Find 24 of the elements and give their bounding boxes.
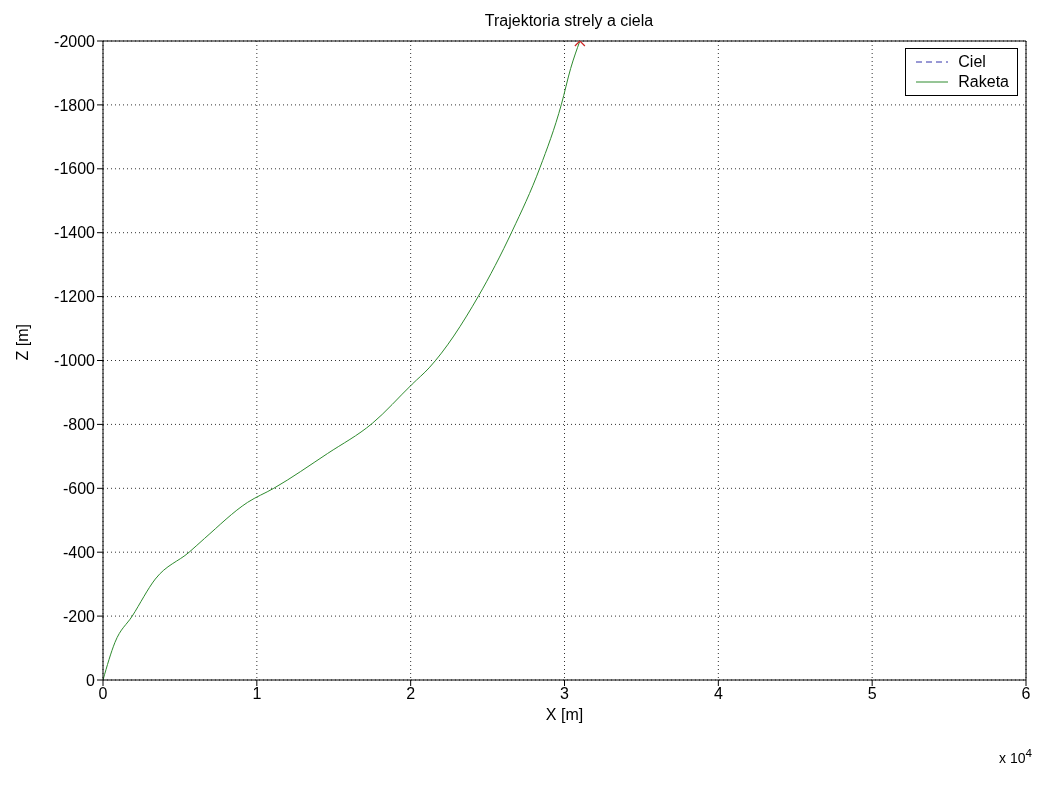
- x-axis-title: X [m]: [545, 706, 584, 723]
- y-tick-label: -200: [62, 607, 96, 625]
- x-tick-label: 0: [98, 685, 108, 703]
- y-tick-label: -600: [62, 479, 96, 497]
- x-tick-label: 2: [406, 685, 416, 703]
- chart-title: Trajektoria strely a ciela: [483, 12, 655, 30]
- x-tick-label: 1: [252, 685, 262, 703]
- x-tick-label: 3: [560, 685, 570, 703]
- x-tick-label: 5: [867, 685, 877, 703]
- y-tick-label: -1200: [54, 288, 96, 306]
- y-axis-title: Z [m]: [13, 324, 31, 361]
- y-tick-label: -800: [62, 416, 96, 434]
- y-tick-label: -1400: [54, 224, 96, 242]
- x-tick-label: 4: [713, 685, 723, 703]
- x-tick-label: 6: [1021, 685, 1031, 703]
- y-tick-label: -1800: [54, 96, 96, 114]
- text: x 10$^{4}$: [999, 746, 1032, 766]
- y-tick-label: -2000: [54, 32, 96, 50]
- y-tick-label: -400: [62, 543, 96, 561]
- legend-label: Ciel: [958, 52, 986, 72]
- y-tick-label: 0: [86, 671, 96, 689]
- y-tick-label: -1000: [54, 352, 96, 370]
- legend-label: Raketa: [958, 72, 1009, 92]
- y-tick-label: -1600: [54, 160, 96, 178]
